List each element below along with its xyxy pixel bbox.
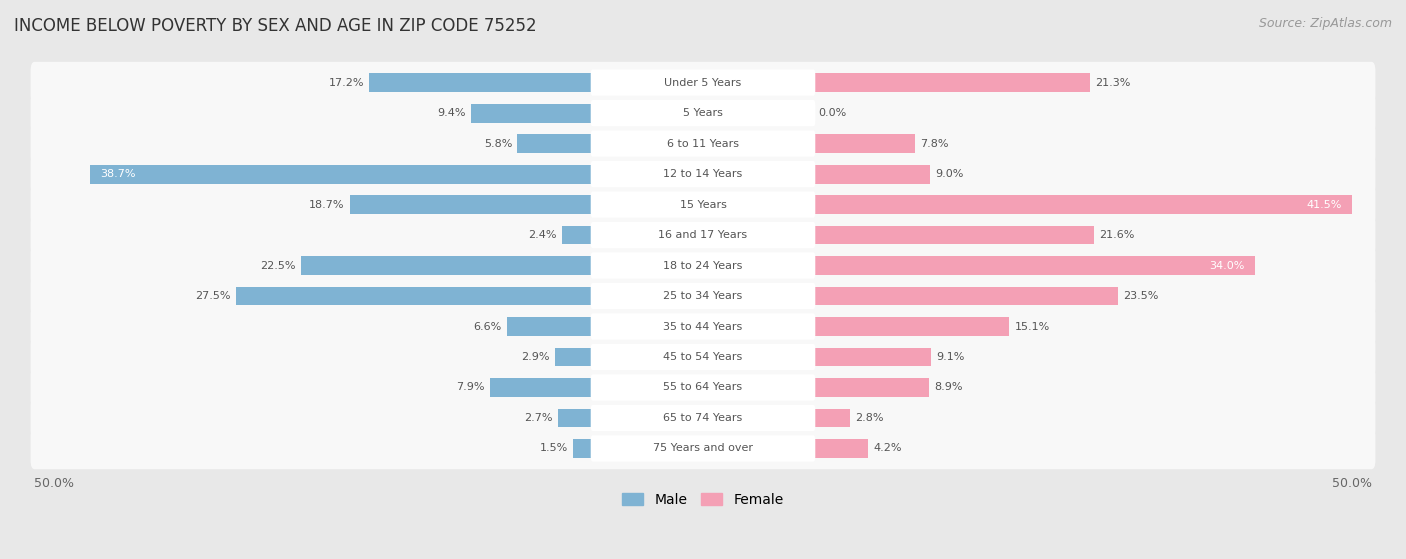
FancyBboxPatch shape — [31, 367, 1375, 408]
Text: 12 to 14 Years: 12 to 14 Years — [664, 169, 742, 179]
Text: 38.7%: 38.7% — [101, 169, 136, 179]
Bar — [517, 134, 593, 153]
Text: 22.5%: 22.5% — [260, 260, 295, 271]
FancyBboxPatch shape — [31, 337, 1375, 378]
Bar — [813, 287, 1118, 305]
Text: 35 to 44 Years: 35 to 44 Years — [664, 321, 742, 331]
Bar — [555, 348, 593, 367]
Text: 18.7%: 18.7% — [309, 200, 344, 210]
Text: 9.4%: 9.4% — [437, 108, 465, 118]
Text: 21.3%: 21.3% — [1095, 78, 1130, 88]
Bar — [508, 317, 593, 336]
Bar — [813, 164, 931, 183]
FancyBboxPatch shape — [591, 161, 815, 187]
FancyBboxPatch shape — [31, 245, 1375, 286]
Bar — [370, 73, 593, 92]
Text: 5.8%: 5.8% — [484, 139, 512, 149]
FancyBboxPatch shape — [591, 314, 815, 340]
FancyBboxPatch shape — [591, 283, 815, 309]
Text: 4.2%: 4.2% — [873, 443, 901, 453]
FancyBboxPatch shape — [31, 92, 1375, 134]
Bar — [813, 409, 849, 428]
Bar — [813, 378, 929, 397]
Bar — [90, 164, 593, 183]
Text: 23.5%: 23.5% — [1123, 291, 1159, 301]
Text: 2.8%: 2.8% — [855, 413, 883, 423]
Text: INCOME BELOW POVERTY BY SEX AND AGE IN ZIP CODE 75252: INCOME BELOW POVERTY BY SEX AND AGE IN Z… — [14, 17, 537, 35]
Bar — [561, 226, 593, 244]
FancyBboxPatch shape — [591, 69, 815, 96]
Text: 27.5%: 27.5% — [195, 291, 231, 301]
FancyBboxPatch shape — [31, 306, 1375, 347]
FancyBboxPatch shape — [31, 428, 1375, 469]
FancyBboxPatch shape — [31, 214, 1375, 256]
Text: 0.0%: 0.0% — [818, 108, 846, 118]
FancyBboxPatch shape — [591, 100, 815, 126]
FancyBboxPatch shape — [591, 191, 815, 217]
FancyBboxPatch shape — [591, 130, 815, 157]
Text: 2.4%: 2.4% — [527, 230, 557, 240]
Bar — [813, 195, 1353, 214]
Text: 75 Years and over: 75 Years and over — [652, 443, 754, 453]
Bar — [813, 73, 1090, 92]
Bar — [813, 134, 914, 153]
Text: 2.7%: 2.7% — [524, 413, 553, 423]
FancyBboxPatch shape — [31, 397, 1375, 439]
Text: 55 to 64 Years: 55 to 64 Years — [664, 382, 742, 392]
Text: 65 to 74 Years: 65 to 74 Years — [664, 413, 742, 423]
Text: 17.2%: 17.2% — [329, 78, 364, 88]
Bar — [350, 195, 593, 214]
Text: 16 and 17 Years: 16 and 17 Years — [658, 230, 748, 240]
Bar — [301, 256, 593, 275]
Bar — [236, 287, 593, 305]
Text: 1.5%: 1.5% — [540, 443, 568, 453]
Text: 6 to 11 Years: 6 to 11 Years — [666, 139, 740, 149]
Text: 45 to 54 Years: 45 to 54 Years — [664, 352, 742, 362]
Bar — [491, 378, 593, 397]
Text: 15 Years: 15 Years — [679, 200, 727, 210]
Text: 9.0%: 9.0% — [935, 169, 963, 179]
Text: 5 Years: 5 Years — [683, 108, 723, 118]
Bar — [471, 103, 593, 122]
Text: 18 to 24 Years: 18 to 24 Years — [664, 260, 742, 271]
Bar — [813, 256, 1254, 275]
FancyBboxPatch shape — [31, 62, 1375, 103]
FancyBboxPatch shape — [31, 153, 1375, 195]
FancyBboxPatch shape — [591, 222, 815, 248]
Text: 7.8%: 7.8% — [920, 139, 948, 149]
FancyBboxPatch shape — [31, 275, 1375, 317]
Text: 6.6%: 6.6% — [474, 321, 502, 331]
Bar — [574, 439, 593, 458]
FancyBboxPatch shape — [591, 344, 815, 370]
Text: 15.1%: 15.1% — [1015, 321, 1050, 331]
Bar — [813, 348, 931, 367]
Bar — [813, 226, 1094, 244]
Text: 34.0%: 34.0% — [1209, 260, 1244, 271]
FancyBboxPatch shape — [31, 123, 1375, 164]
Legend: Male, Female: Male, Female — [616, 486, 790, 514]
Text: 8.9%: 8.9% — [934, 382, 963, 392]
FancyBboxPatch shape — [591, 375, 815, 401]
Bar — [813, 439, 868, 458]
Text: 9.1%: 9.1% — [936, 352, 965, 362]
Text: 21.6%: 21.6% — [1099, 230, 1135, 240]
Text: 25 to 34 Years: 25 to 34 Years — [664, 291, 742, 301]
Text: 2.9%: 2.9% — [522, 352, 550, 362]
FancyBboxPatch shape — [591, 253, 815, 278]
FancyBboxPatch shape — [591, 405, 815, 431]
Text: 41.5%: 41.5% — [1306, 200, 1341, 210]
Bar — [813, 317, 1010, 336]
Text: 7.9%: 7.9% — [457, 382, 485, 392]
Bar — [558, 409, 593, 428]
Text: Under 5 Years: Under 5 Years — [665, 78, 741, 88]
FancyBboxPatch shape — [591, 435, 815, 462]
FancyBboxPatch shape — [31, 184, 1375, 225]
Text: Source: ZipAtlas.com: Source: ZipAtlas.com — [1258, 17, 1392, 30]
